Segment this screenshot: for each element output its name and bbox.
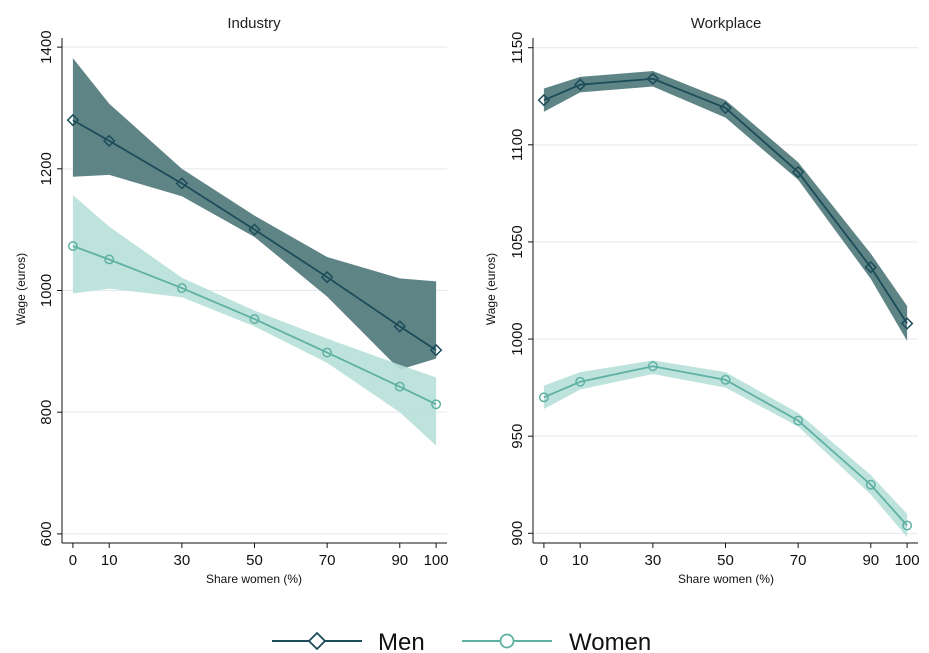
confidence-band-men [72,58,437,370]
x-tick-label: 100 [895,552,920,569]
data-point-women-0 [67,241,78,252]
data-point-men-100 [900,317,914,330]
chart-workplace: Workplace Share women (%) Wage (euros) 9… [484,15,920,586]
y-tick-label: 1050 [509,225,526,258]
series-lines [543,77,908,527]
data-point-men-10 [573,78,587,91]
legend-item-women: Women [462,629,651,653]
x-tick-label: 0 [69,552,77,569]
y-tick-label: 600 [38,521,55,546]
y-axis-label: Wage (euros) [14,253,28,325]
series-lines [72,119,437,406]
data-point-men-70 [791,165,805,179]
y-tick-label: 1400 [38,30,55,63]
data-point-men-30 [646,72,660,86]
x-tick-label: 100 [424,552,449,569]
x-tick-label: 30 [645,552,662,569]
confidence-band-women [72,194,437,446]
y-tick-label: 1200 [38,152,55,185]
x-tick-label: 90 [391,552,408,569]
data-point-women-0 [538,392,549,403]
data-point-women-50 [249,314,260,325]
data-point-women-70 [793,415,804,426]
y-tick-label: 1000 [509,322,526,355]
confidence-band-women [543,360,908,538]
data-point-men-90 [393,320,407,333]
data-point-women-100 [431,399,442,410]
x-tick-label: 30 [174,552,191,569]
axes: 600 800 1000 1200 1400 0 10 30 50 70 90 100 [38,30,449,569]
circle-marker-icon [499,633,515,649]
data-point-men-50 [719,101,732,115]
x-tick-label: 0 [540,552,548,569]
x-tick-label: 70 [790,552,807,569]
y-axis-label: Wage (euros) [484,253,498,325]
x-tick-label: 50 [246,552,263,569]
data-point-men-90 [864,260,878,274]
axes: 900 950 1000 1050 1100 1150 0 10 30 50 70 90 100 [509,32,920,569]
data-point-women-30 [176,283,187,294]
series-line-women [543,365,908,527]
x-axis-label: Share women (%) [206,572,302,586]
chart-industry: Industry Share women (%) Wage (euros) 60… [14,15,449,586]
series-line-men [72,119,437,351]
chart-title: Workplace [691,15,762,32]
data-point-men-0 [66,113,80,127]
grid [533,47,918,534]
diamond-marker-icon [307,631,327,651]
x-tick-label: 10 [572,552,589,569]
data-points [66,113,443,410]
data-point-men-10 [102,134,116,148]
series-line-women [72,245,437,406]
data-point-men-100 [429,343,443,357]
x-axis-label: Share women (%) [678,572,774,586]
data-point-women-50 [720,374,731,385]
series-line-men [543,77,908,325]
data-point-men-0 [537,93,551,107]
data-point-women-10 [104,254,115,265]
chart-title: Industry [227,15,281,32]
data-point-women-30 [647,361,658,372]
confidence-bands [543,71,908,538]
y-tick-label: 900 [509,521,526,546]
y-tick-label: 1150 [509,32,526,64]
y-tick-label: 1100 [509,129,526,161]
y-tick-label: 1000 [38,274,55,307]
legend-label-men: Men [378,629,425,653]
data-point-women-90 [394,381,405,392]
data-point-women-100 [902,520,913,531]
confidence-band-men [543,71,908,342]
legend-label-women: Women [569,629,651,653]
data-point-men-50 [248,223,261,236]
y-tick-label: 800 [38,400,55,425]
data-point-men-30 [175,177,189,190]
x-tick-label: 50 [717,552,734,569]
confidence-bands [72,58,437,446]
data-point-women-70 [322,347,333,358]
x-tick-label: 10 [101,552,118,569]
legend-item-men: Men [272,629,425,653]
data-point-women-90 [865,479,876,490]
y-tick-label: 950 [509,424,526,449]
data-point-women-10 [575,376,586,387]
data-points [537,72,914,531]
legend: Men Women [272,629,651,653]
x-tick-label: 90 [862,552,879,569]
x-tick-label: 70 [319,552,336,569]
data-point-men-70 [320,270,334,284]
